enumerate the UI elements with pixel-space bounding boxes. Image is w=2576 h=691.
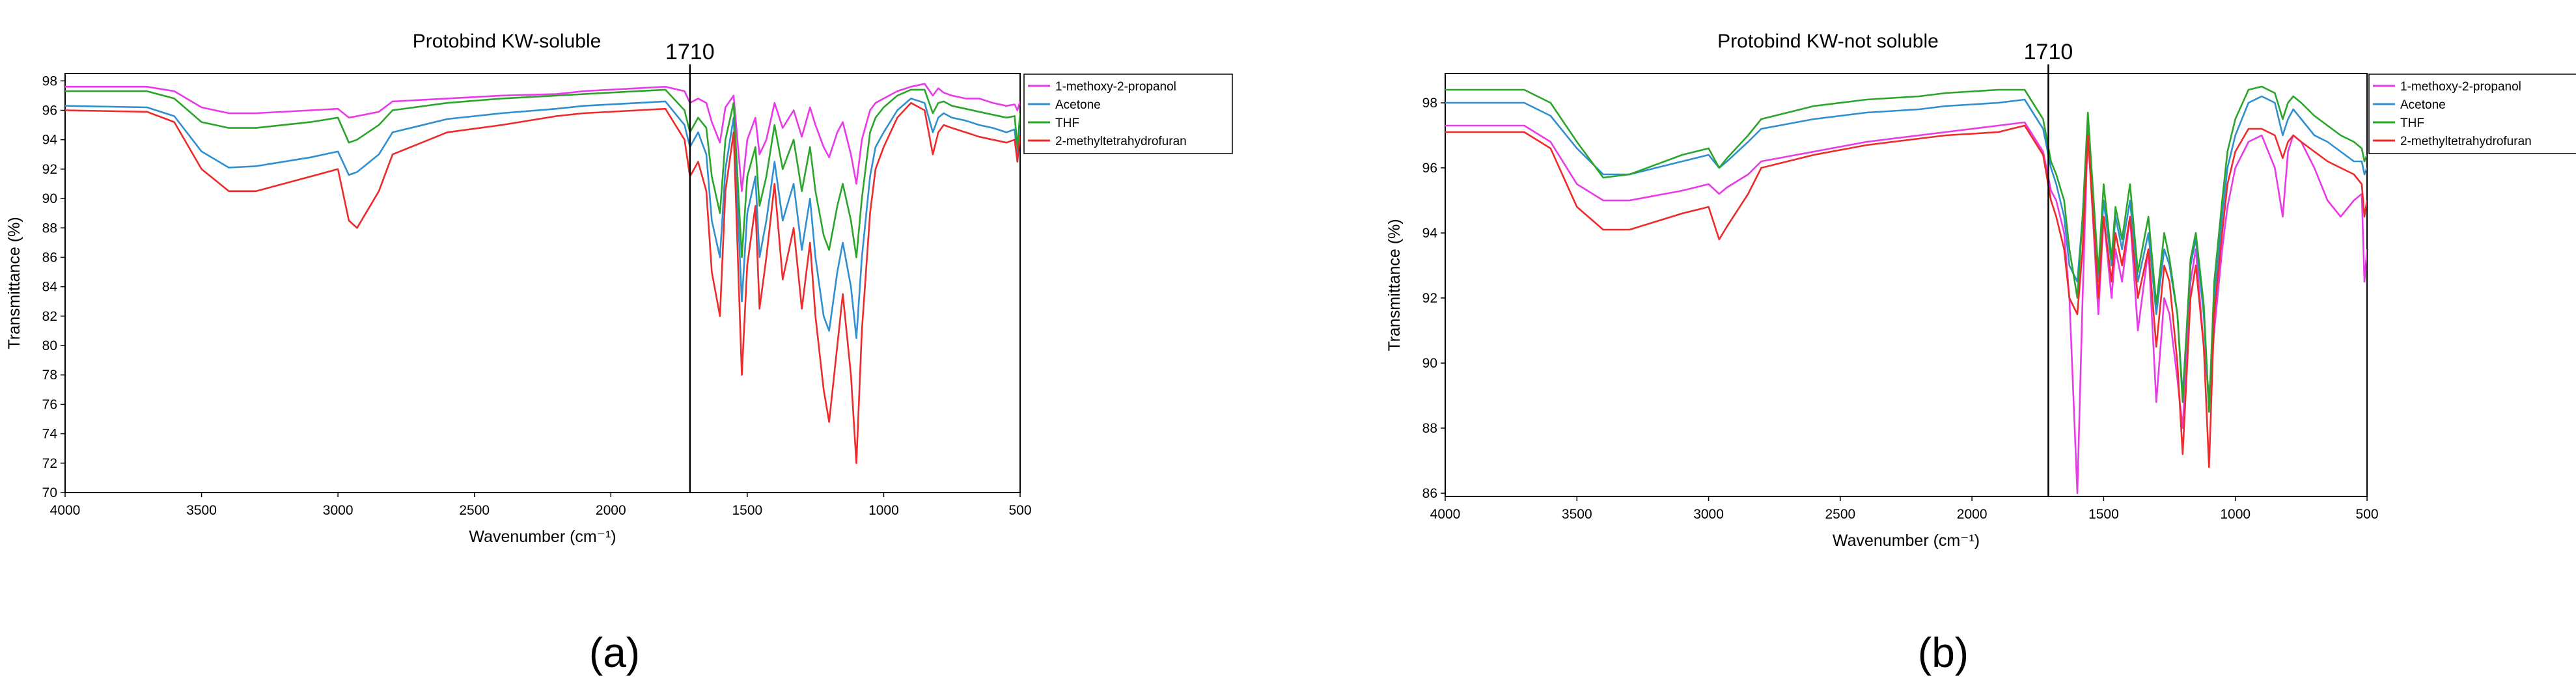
x-tick-label: 500	[2355, 507, 2378, 522]
annotation-label-1710: 1710	[2024, 40, 2073, 64]
x-tick-label: 3500	[186, 503, 217, 518]
y-tick-label: 98	[42, 74, 57, 88]
y-tick-label: 86	[1422, 486, 1437, 501]
y-axis-label: Transmittance (%)	[1385, 219, 1404, 351]
legend-entry: Acetone	[2400, 98, 2446, 112]
series-line-1-methoxy-2-propanol	[1445, 121, 2367, 495]
y-tick-label: 88	[42, 221, 57, 236]
legend-box	[1023, 74, 1233, 154]
y-tick-label: 92	[42, 162, 57, 177]
chart-title: Protobind KW-not soluble	[1717, 31, 1939, 52]
x-tick-label: 1500	[2088, 507, 2119, 522]
series-line-acetone	[65, 98, 1020, 339]
x-tick-label: 2000	[596, 503, 626, 518]
legend-entry: 2-methyltetrahydrofuran	[1055, 135, 1187, 148]
y-tick-label: 88	[1422, 421, 1437, 436]
y-tick-label: 94	[42, 133, 58, 148]
x-tick-label: 1000	[2220, 507, 2251, 522]
y-tick-label: 96	[42, 103, 57, 118]
y-axis-label: Transmittance (%)	[5, 217, 23, 349]
panel-label: (b)	[1918, 629, 1969, 676]
y-tick-label: 70	[42, 485, 57, 500]
y-tick-label: 74	[42, 427, 58, 442]
y-tick-label: 82	[42, 309, 57, 324]
legend-entry: Acetone	[1055, 98, 1101, 112]
x-tick-label: 4000	[50, 503, 81, 518]
legend: 1-methoxy-2-propanol Acetone THF 2-methylte…	[1023, 74, 1233, 154]
y-tick-label: 76	[42, 397, 57, 412]
x-tick-label: 500	[1008, 503, 1031, 518]
y-tick-label: 86	[42, 250, 57, 265]
legend-entry: 1-methoxy-2-propanol	[2400, 80, 2521, 94]
x-tick-label: 2000	[1957, 507, 1987, 522]
y-tick-label: 90	[1422, 356, 1437, 371]
plot-frame	[1445, 73, 2368, 497]
annotation-label-1710: 1710	[665, 40, 715, 64]
series-line-thf	[1445, 85, 2367, 413]
series-line-2-methyltetrahydrofuran	[65, 102, 1020, 465]
x-axis-label: Wavenumber (cm⁻¹)	[469, 528, 616, 546]
chart-title: Protobind KW-soluble	[413, 31, 602, 52]
y-tick-label: 92	[1422, 291, 1437, 306]
y-tick-label: 96	[1422, 161, 1437, 176]
legend-entry: THF	[1055, 116, 1079, 130]
legend-entry: 2-methyltetrahydrofuran	[2400, 135, 2532, 148]
series-line-thf	[65, 88, 1020, 258]
y-tick-label: 80	[42, 338, 57, 353]
y-tick-label: 90	[42, 191, 57, 206]
x-tick-label: 4000	[1430, 507, 1461, 522]
plot-frame	[64, 73, 1021, 493]
legend-entry: 1-methoxy-2-propanol	[1055, 80, 1176, 94]
legend: 1-methoxy-2-propanol Acetone THF 2-methylte…	[2368, 74, 2576, 154]
series-group	[1445, 85, 2367, 495]
series-line-acetone	[1445, 95, 2367, 413]
series-line-2-methyltetrahydrofuran	[1445, 124, 2367, 468]
x-tick-label: 2500	[459, 503, 490, 518]
panel-label: (a)	[589, 629, 640, 676]
y-tick-label: 72	[42, 456, 57, 471]
y-tick-label: 98	[1422, 96, 1437, 111]
series-group	[65, 83, 1020, 465]
x-tick-label: 3500	[1562, 507, 1592, 522]
x-tick-label: 3000	[323, 503, 353, 518]
x-tick-label: 3000	[1693, 507, 1724, 522]
y-tick-label: 78	[42, 368, 57, 383]
legend-box	[2368, 74, 2576, 154]
y-tick-label: 84	[42, 280, 58, 295]
y-tick-label: 94	[1422, 226, 1438, 241]
x-tick-label: 2500	[1825, 507, 1855, 522]
chart-b: 1710 4000 3500 3000 2500 2000 1500 1000 500 86 88 9…	[1385, 31, 2576, 676]
legend-entry: THF	[2400, 116, 2424, 130]
chart-a: 1710 4000 3500 3000 2500 2000 1500 1000 500 70 72 7…	[5, 31, 1233, 676]
x-axis-label: Wavenumber (cm⁻¹)	[1833, 532, 1980, 550]
series-line-1-methoxy-2-propanol	[65, 83, 1020, 193]
x-tick-label: 1000	[868, 503, 899, 518]
x-tick-label: 1500	[732, 503, 762, 518]
